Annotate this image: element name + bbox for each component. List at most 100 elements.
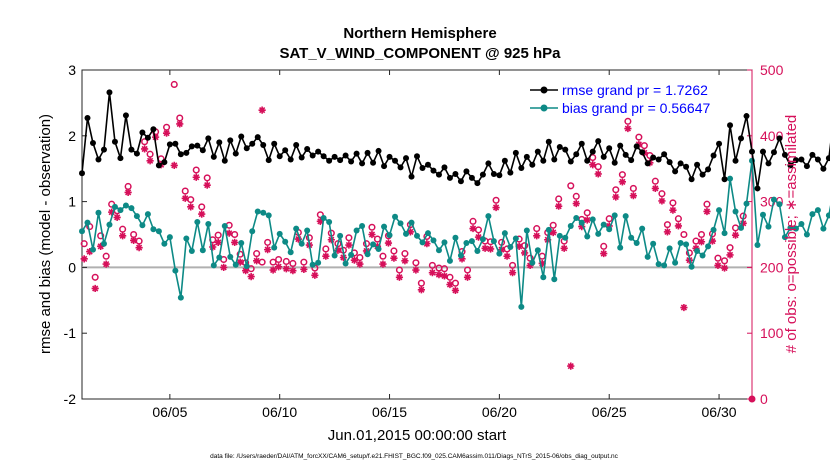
bias-point: [556, 232, 563, 239]
obs-assimilated-marker: [151, 133, 160, 141]
bias-point: [595, 230, 602, 237]
y-right-tick-label: 200: [760, 259, 784, 275]
rmse-point: [111, 138, 118, 145]
obs-possible-marker: [492, 196, 500, 204]
obs-possible-marker: [214, 231, 222, 239]
rmse-point: [205, 135, 212, 142]
bias-point: [496, 250, 503, 257]
obs-assimilated-marker: [322, 252, 330, 260]
obs-possible-marker: [124, 182, 132, 191]
obs-assimilated-marker: [583, 216, 591, 224]
legend-bias-marker: [540, 104, 548, 112]
rmse-point: [89, 140, 96, 147]
rmse-point: [803, 163, 810, 170]
bias-point: [331, 252, 338, 259]
rmse-point: [759, 148, 766, 155]
obs-assimilated-marker: [578, 223, 586, 231]
rmse-point: [315, 148, 322, 155]
bias-point: [512, 235, 519, 242]
bias-point: [309, 261, 316, 268]
bias-point: [89, 246, 96, 253]
rmse-point: [556, 143, 563, 150]
obs-possible-marker: [275, 255, 283, 264]
rmse-point: [95, 156, 102, 163]
bias-point: [106, 221, 113, 228]
rmse-point: [814, 156, 821, 163]
obs-assimilated-marker: [350, 256, 358, 264]
bias-point: [139, 222, 146, 229]
obs-assimilated-marker: [181, 194, 189, 202]
bias-point: [435, 247, 442, 254]
rmse-point: [282, 147, 289, 154]
bias-point: [84, 219, 91, 226]
bias-point: [100, 240, 107, 247]
obs-assimilated-marker: [282, 265, 290, 273]
bias-point: [759, 211, 766, 218]
bias-point: [133, 213, 140, 220]
obs-assimilated-marker: [492, 203, 500, 212]
obs-assimilated-marker: [572, 199, 580, 208]
obs-assimilated-marker: [605, 222, 613, 230]
obs-possible-marker: [549, 221, 557, 229]
obs-possible-marker: [703, 200, 711, 208]
rmse-point: [545, 138, 552, 145]
data-file-footer: data file: /Users/raeder/DAI/ATM_forcXX/…: [210, 453, 619, 460]
obs-possible-marker: [203, 174, 211, 182]
rmse-point: [512, 149, 519, 156]
bias-point: [694, 247, 701, 254]
rmse-point: [589, 148, 596, 155]
rmse-point: [199, 147, 206, 154]
y-left-tick-label: 0: [68, 259, 76, 275]
bias-point: [260, 209, 267, 216]
obs-assimilated-marker: [209, 243, 217, 251]
rmse-point: [441, 164, 448, 171]
rmse-point: [820, 165, 827, 172]
rmse-point: [304, 145, 311, 152]
bias-point: [353, 227, 360, 234]
obs-possible-marker: [91, 273, 99, 281]
bias-point: [386, 232, 393, 239]
rmse-point: [188, 143, 195, 150]
obs-assimilated-marker: [91, 284, 99, 293]
bias-point: [276, 230, 283, 237]
bias-point: [699, 252, 706, 259]
bias-point: [243, 263, 250, 270]
obs-assimilated-marker: [481, 244, 489, 252]
bias-point: [364, 251, 371, 258]
bias-point: [474, 247, 481, 254]
bias-point: [633, 240, 640, 247]
obs-assimilated-marker: [412, 266, 420, 274]
y-left-tick-label: 3: [68, 62, 76, 78]
obs-assimilated-marker: [555, 202, 563, 210]
bias-point: [820, 225, 827, 232]
obs-assimilated-marker: [198, 210, 206, 218]
bias-point: [359, 222, 366, 229]
bias-point: [683, 241, 690, 248]
bias-point: [342, 260, 349, 267]
rmse-point: [798, 156, 805, 163]
bias-point: [293, 225, 300, 232]
y-right-tick-label: 0: [760, 391, 768, 407]
bias-point: [337, 232, 344, 239]
obs-assimilated-marker: [486, 245, 495, 253]
obs-assimilated-marker: [674, 222, 683, 230]
bias-point: [529, 259, 536, 266]
rmse-point: [754, 185, 761, 192]
rmse-point: [348, 158, 355, 165]
rmse-point: [567, 158, 574, 165]
legend-rmse-label: rmse grand pr = 1.7262: [562, 82, 708, 98]
rmse-point: [644, 160, 651, 167]
obs-possible-marker: [258, 258, 266, 266]
obs-possible-marker: [119, 225, 127, 233]
rmse-point: [419, 165, 426, 172]
rmse-point: [683, 163, 690, 170]
obs-possible-series: [80, 80, 756, 403]
bias-point: [408, 219, 415, 226]
rmse-point: [523, 153, 530, 160]
obs-possible-marker: [236, 250, 244, 258]
bias-point: [803, 231, 810, 238]
bias-point: [776, 201, 783, 208]
rmse-point: [353, 150, 360, 157]
obs-assimilated-series: [80, 106, 747, 370]
